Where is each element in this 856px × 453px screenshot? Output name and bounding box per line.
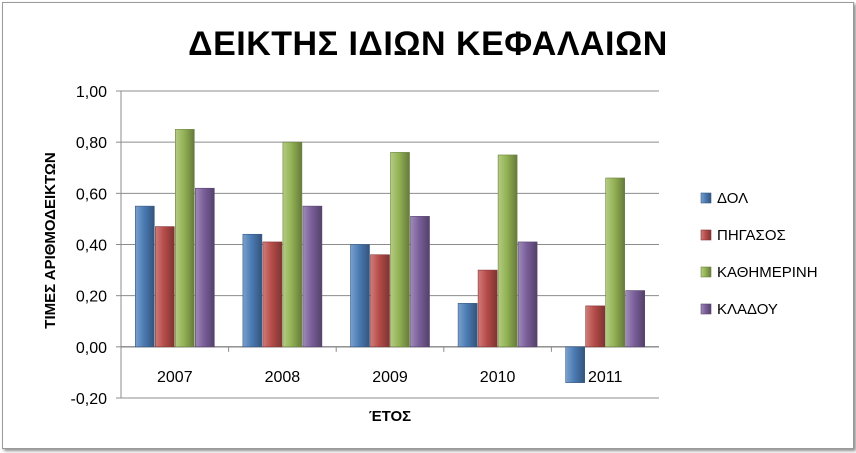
y-axis-title: ΤΙΜΕΣ ΑΡΙΘΜΟΔΕΙΚΤΩΝ [42, 152, 59, 328]
bar-ΠΗΓΑΣΟΣ-2008 [262, 241, 283, 348]
bar-ΚΛΑΔΟΥ-2007 [195, 187, 215, 348]
bar-ΚΑΘΗΜΕΡΙΝΗ-2009 [390, 152, 410, 348]
bar-ΚΛΑΔΟΥ-2011 [625, 290, 646, 348]
bar-ΠΗΓΑΣΟΣ-2009 [370, 254, 390, 348]
bar-ΔΟΛ-2010 [457, 303, 478, 348]
legend-swatch [700, 229, 712, 241]
legend-label: ΔΟΛ [717, 190, 748, 207]
x-tick-label: 2011 [588, 369, 623, 386]
x-tick-label: 2009 [372, 369, 408, 386]
bar-ΔΟΛ-2009 [350, 244, 370, 348]
y-tick-label: -0,20 [71, 391, 108, 408]
bar-ΚΑΘΗΜΕΡΙΝΗ-2010 [497, 154, 518, 348]
y-tick-label: 0,00 [76, 340, 107, 357]
bar-ΠΗΓΑΣΟΣ-2011 [585, 305, 606, 348]
bar-ΚΛΑΔΟΥ-2008 [302, 205, 323, 348]
bar-ΔΟΛ-2011 [565, 346, 586, 383]
bar-ΔΟΛ-2008 [242, 233, 263, 348]
bar-ΚΛΑΔΟΥ-2009 [410, 216, 430, 348]
legend: ΔΟΛ ΠΗΓΑΣΟΣ ΚΑΘΗΜΕΡΙΝΗ ΚΛΑΔΟΥ [700, 190, 818, 318]
legend-swatch [700, 266, 712, 278]
bar-ΔΟΛ-2007 [135, 205, 155, 348]
y-axis-ticks: 1,00 0,80 0,60 0,40 0,20 0,00 -0,20 [71, 84, 108, 408]
legend-swatch [700, 303, 712, 315]
x-tick-label: 2007 [157, 369, 193, 386]
x-tick-label: 2008 [265, 369, 301, 386]
legend-label: ΚΛΑΔΟΥ [717, 301, 778, 318]
legend-label: ΚΑΘΗΜΕΡΙΝΗ [717, 264, 818, 281]
x-axis-title: ΈΤΟΣ [369, 408, 411, 425]
bar-ΚΑΘΗΜΕΡΙΝΗ-2011 [605, 177, 626, 348]
bar-ΚΛΑΔΟΥ-2010 [517, 241, 538, 348]
bar-ΚΑΘΗΜΕΡΙΝΗ-2008 [282, 141, 303, 348]
chart-title: ΔΕΙΚΤΗΣ ΙΔΙΩΝ ΚΕΦΑΛΑΙΩΝ [188, 25, 668, 63]
bar-ΠΗΓΑΣΟΣ-2007 [155, 226, 175, 348]
bar-ΠΗΓΑΣΟΣ-2010 [477, 269, 498, 348]
y-tick-label: 0,60 [76, 186, 107, 203]
y-tick-label: 0,20 [76, 289, 107, 306]
legend-swatch [700, 192, 712, 204]
bar-ΚΑΘΗΜΕΡΙΝΗ-2007 [175, 129, 195, 348]
bars: 2007 2008 2009 2010 2011 [120, 129, 646, 386]
x-tick-label: 2010 [480, 369, 516, 386]
legend-label: ΠΗΓΑΣΟΣ [717, 227, 786, 244]
y-tick-label: 0,80 [76, 135, 107, 152]
y-tick-label: 1,00 [76, 84, 107, 101]
y-tick-label: 0,40 [76, 238, 107, 255]
